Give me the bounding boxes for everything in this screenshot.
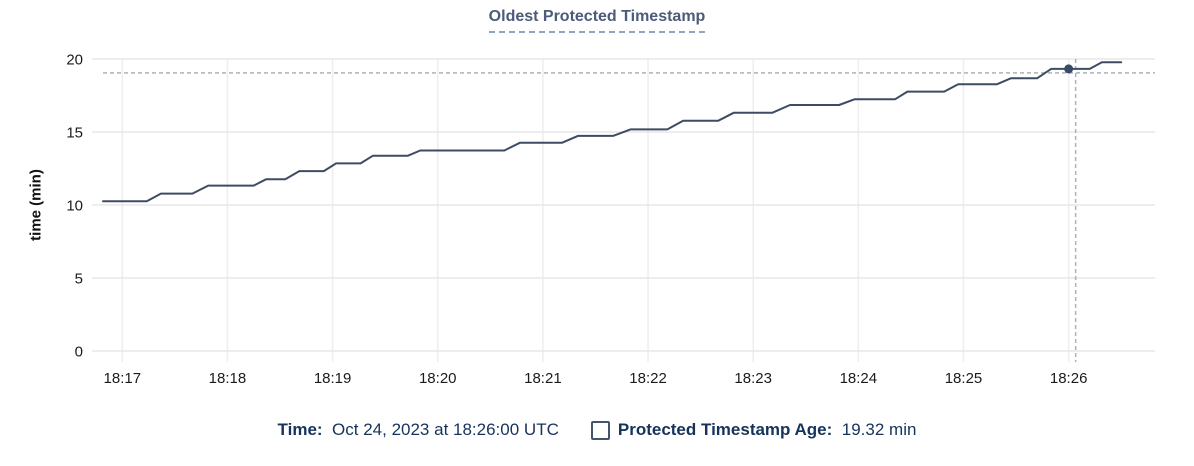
chart-title[interactable]: Oldest Protected Timestamp	[488, 8, 706, 33]
series-line	[102, 61, 1123, 203]
chart-header: Oldest Protected Timestamp	[0, 8, 1194, 33]
y-tick-label: 0	[75, 344, 83, 361]
x-tick-label: 18:25	[945, 370, 983, 387]
legend-series-value: 19.32 min	[841, 420, 917, 439]
hover-point[interactable]	[1064, 64, 1074, 74]
x-tick-label: 18:20	[419, 370, 457, 387]
x-tick-label: 18:18	[209, 370, 247, 387]
x-tick-label: 18:22	[629, 370, 667, 387]
x-tick-label: 18:26	[1050, 370, 1088, 387]
x-tick-label: 18:17	[104, 370, 142, 387]
y-tick-label: 5	[75, 271, 83, 288]
x-tick-label: 18:21	[524, 370, 562, 387]
legend-spacer	[832, 420, 841, 440]
hover-legend: Time: Oct 24, 2023 at 18:26:00 UTC Prote…	[0, 420, 1194, 440]
series-checkbox[interactable]	[590, 420, 610, 440]
y-tick-label: 20	[66, 52, 83, 69]
legend-time-label: Time:	[277, 420, 323, 439]
legend-series-label: Protected Timestamp Age:	[617, 420, 833, 439]
line-chart[interactable]: 18:17 18:18 18:19 18:20 18:21 18:22 18:23 18:24…	[0, 0, 1194, 402]
x-tick-label: 18:24	[840, 370, 878, 387]
y-tick-label: 10	[66, 198, 83, 215]
x-tick-label: 18:19	[314, 370, 352, 387]
legend-spacer	[323, 420, 332, 440]
legend-time-value: Oct 24, 2023 at 18:26:00 UTC	[332, 420, 559, 439]
y-tick-label: 15	[66, 125, 83, 142]
x-tick-label: 18:23	[734, 370, 772, 387]
